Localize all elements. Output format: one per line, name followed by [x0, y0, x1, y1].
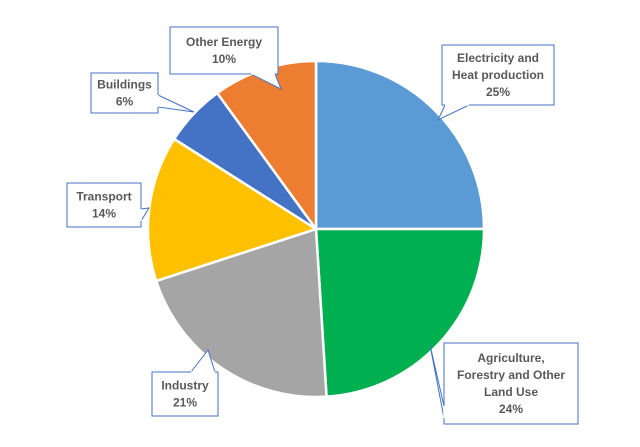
data-label-category: Heat production: [452, 68, 544, 82]
data-label-category: Agriculture,: [477, 351, 544, 365]
data-label-category: Electricity and: [457, 51, 539, 65]
data-label-callout: Other Energy 10%: [169, 26, 282, 91]
data-label-callout: Transport 14%: [66, 182, 150, 228]
data-label-callout: Buildings 6%: [90, 72, 195, 114]
pie-slice-3: [154, 227, 328, 399]
data-label-value: 6%: [116, 95, 134, 109]
data-label-category: Transport: [76, 190, 131, 204]
callout-box: [90, 72, 159, 114]
pie-slice-1: [314, 59, 486, 231]
data-label-callout: Electricity and Heat production 25%: [436, 44, 555, 122]
pie-slice-2: [314, 227, 486, 398]
data-label-category: Forestry and Other: [457, 368, 565, 382]
callout-box: [443, 342, 579, 425]
data-label-value: 25%: [486, 85, 510, 99]
callout-pointer: [436, 104, 470, 122]
data-label-category: Buildings: [97, 78, 152, 92]
data-label-category: Land Use: [484, 385, 538, 399]
data-label-value: 24%: [499, 402, 523, 416]
data-label-value: 10%: [212, 52, 236, 66]
callout-pointer: [429, 344, 445, 419]
data-label-value: 14%: [92, 207, 116, 221]
callout-pointer: [157, 94, 195, 113]
data-label-callout: Agriculture, Forestry and Other Land Use 24…: [429, 342, 579, 425]
callout-box: [66, 182, 142, 228]
callout-box: [169, 26, 279, 75]
data-label-value: 21%: [173, 396, 197, 410]
data-label-category: Industry: [161, 379, 209, 393]
data-label-category: Other Energy: [186, 35, 262, 49]
callout-box: [441, 44, 555, 106]
data-label-callout: Industry 21%: [151, 348, 219, 417]
callout-box: [151, 371, 219, 417]
